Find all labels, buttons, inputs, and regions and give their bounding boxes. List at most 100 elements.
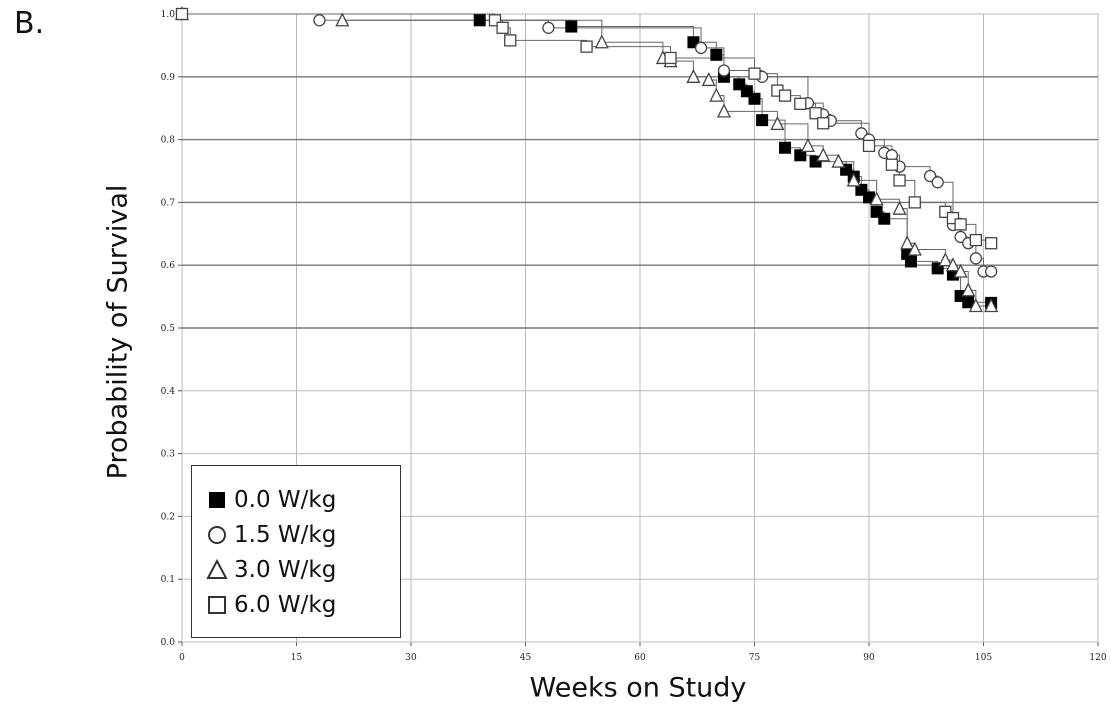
- legend-item-1: 1.5 W/kg: [206, 517, 400, 552]
- data-point: [542, 21, 555, 34]
- data-point: [716, 103, 732, 118]
- data-point: [945, 257, 961, 272]
- data-point: [756, 114, 769, 127]
- data-point: [335, 12, 350, 27]
- data-point: [817, 117, 830, 130]
- data-point: [969, 252, 983, 265]
- data-point: [831, 153, 846, 168]
- filled-square-icon: [209, 491, 225, 508]
- data-point: [473, 14, 486, 27]
- y-tick-label: 0.6: [161, 261, 176, 271]
- data-point: [809, 107, 822, 120]
- data-point: [748, 92, 761, 105]
- data-point: [870, 205, 883, 218]
- data-point: [869, 191, 884, 206]
- data-point: [962, 296, 975, 309]
- y-tick-label: 0.0: [161, 638, 176, 648]
- x-tick-label: 45: [520, 653, 532, 663]
- data-point: [740, 85, 753, 98]
- data-point: [984, 237, 998, 250]
- data-point: [175, 7, 189, 21]
- data-point: [816, 147, 831, 162]
- x-tick-label: 0: [179, 653, 185, 663]
- data-point: [594, 34, 609, 49]
- data-point: [846, 172, 861, 187]
- data-point: [931, 262, 944, 275]
- x-tick-label: 30: [405, 653, 417, 663]
- data-point: [931, 176, 944, 189]
- data-point: [855, 183, 868, 196]
- data-point: [878, 212, 891, 225]
- open-square-icon: [208, 595, 226, 614]
- open-circle-icon: [208, 525, 226, 544]
- y-tick-label: 0.4: [161, 387, 176, 397]
- data-point: [953, 263, 968, 278]
- data-point: [862, 139, 876, 153]
- data-point: [778, 89, 792, 102]
- y-tick-label: 0.7: [161, 198, 176, 208]
- data-point: [800, 137, 815, 153]
- data-point: [840, 163, 853, 176]
- legend-label-1: 1.5 W/kg: [234, 521, 337, 548]
- data-point: [694, 41, 708, 55]
- data-point: [488, 14, 502, 27]
- data-point: [904, 255, 917, 268]
- x-axis-label: Weeks on Study: [529, 672, 747, 704]
- legend: 0.0 W/kg 1.5 W/kg 3.0 W/kg 6.0 W/kg: [191, 465, 401, 638]
- legend-label-0: 0.0 W/kg: [234, 486, 337, 513]
- legend-label-2: 3.0 W/kg: [234, 556, 337, 583]
- y-tick-label: 0.2: [161, 512, 175, 522]
- data-point: [709, 87, 724, 102]
- data-point: [313, 14, 326, 27]
- x-tick-label: 75: [749, 653, 761, 663]
- data-point: [969, 233, 983, 247]
- data-point: [907, 241, 922, 256]
- y-tick-label: 0.8: [161, 136, 176, 146]
- x-tick-label: 90: [863, 653, 875, 663]
- data-point: [939, 205, 952, 218]
- y-tick-label: 0.9: [161, 73, 176, 83]
- data-point: [710, 48, 723, 61]
- y-tick-label: 1.0: [161, 10, 176, 20]
- legend-item-0: 0.0 W/kg: [206, 482, 400, 517]
- y-tick-label: 0.1: [161, 575, 175, 585]
- data-point: [961, 282, 976, 297]
- data-point: [779, 141, 792, 154]
- x-tick-label: 120: [1089, 653, 1106, 663]
- panel-label: B.: [14, 6, 45, 41]
- legend-label-3: 6.0 W/kg: [234, 591, 337, 618]
- data-point: [580, 40, 593, 53]
- x-tick-label: 60: [634, 653, 646, 663]
- data-point: [984, 298, 999, 313]
- y-tick-label: 0.5: [161, 324, 176, 334]
- data-point: [968, 298, 983, 313]
- data-point: [809, 155, 822, 168]
- data-point: [748, 67, 761, 80]
- data-point: [893, 174, 906, 187]
- data-point: [984, 265, 998, 278]
- data-point: [701, 71, 716, 87]
- data-point: [954, 218, 967, 231]
- x-tick-label: 105: [975, 653, 992, 663]
- data-point: [946, 211, 960, 225]
- data-point: [938, 252, 953, 267]
- data-point: [504, 34, 517, 47]
- data-point: [565, 20, 578, 33]
- data-point: [686, 68, 701, 83]
- data-point: [664, 51, 677, 65]
- data-point: [892, 200, 907, 215]
- legend-item-2: 3.0 W/kg: [206, 552, 400, 587]
- data-point: [733, 78, 746, 91]
- open-triangle-icon: [206, 558, 228, 579]
- data-point: [794, 97, 807, 110]
- data-point: [496, 21, 509, 34]
- data-point: [900, 235, 915, 250]
- data-point: [794, 149, 807, 162]
- data-point: [717, 64, 731, 77]
- x-tick-label: 15: [291, 653, 303, 663]
- data-point: [770, 115, 785, 131]
- legend-item-3: 6.0 W/kg: [206, 587, 400, 622]
- data-point: [885, 158, 899, 171]
- y-tick-label: 0.3: [161, 450, 176, 460]
